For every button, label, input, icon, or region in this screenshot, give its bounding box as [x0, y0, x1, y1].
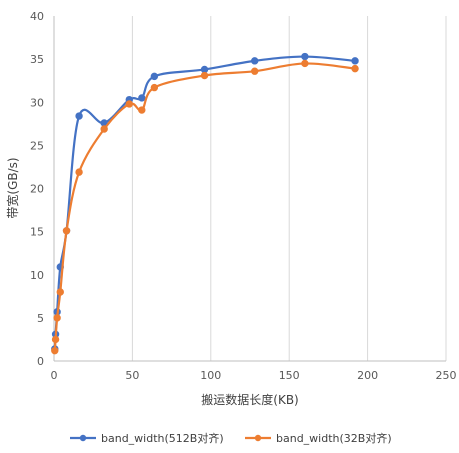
data-point: [51, 346, 59, 355]
x-tick-label: 200: [357, 369, 378, 382]
data-point: [100, 125, 108, 133]
y-axis-title: 带宽(GB/s): [5, 157, 20, 218]
y-tick-label: 10: [30, 269, 44, 282]
legend: band_width(512B对齐) band_width(32B对齐): [70, 431, 392, 445]
data-point: [56, 288, 64, 296]
legend-item: band_width(32B对齐): [245, 431, 392, 445]
data-point: [75, 168, 83, 176]
legend-marker: [79, 434, 87, 442]
data-point: [51, 335, 60, 344]
data-point: [53, 314, 61, 322]
data-point: [62, 227, 71, 235]
y-tick-label: 25: [30, 139, 44, 152]
data-point: [351, 64, 359, 73]
series-line: [53, 55, 356, 349]
data-point: [150, 72, 159, 81]
legend-item: band_width(512B对齐): [70, 431, 224, 445]
legend-label: band_width(512B对齐): [101, 431, 224, 445]
y-tick-label: 0: [37, 355, 44, 368]
data-point: [200, 71, 209, 80]
data-point: [301, 52, 309, 61]
x-axis-title: 搬运数据长度(KB): [201, 392, 298, 407]
data-point: [125, 100, 133, 108]
legend-marker: [254, 434, 262, 442]
series-line: [53, 62, 356, 351]
y-tick-label: 15: [30, 226, 44, 239]
x-tick-label: 250: [436, 369, 457, 382]
series-layer: [51, 52, 359, 355]
y-tick-label: 20: [30, 183, 44, 196]
grid-layer: [131, 16, 447, 361]
x-tick-label: 0: [51, 369, 58, 382]
series-1: [51, 52, 359, 353]
y-tick-label: 40: [30, 10, 44, 23]
legend-label: band_width(32B对齐): [276, 431, 392, 445]
data-point: [351, 57, 359, 65]
axis-layer: 0 50 100 150 200 250 0 5 10 15 20 25 30 35 40: [30, 10, 457, 382]
series-2: [51, 59, 359, 355]
x-tick-label: 150: [279, 369, 300, 382]
y-tick-label: 35: [30, 53, 44, 66]
data-point: [150, 83, 159, 92]
y-tick-label: 30: [30, 96, 44, 109]
y-tick-label: 5: [37, 312, 44, 325]
data-point: [251, 57, 259, 65]
data-point: [138, 106, 146, 114]
data-point: [200, 65, 209, 74]
data-point: [251, 67, 259, 75]
data-point: [138, 94, 146, 102]
data-point: [75, 112, 83, 120]
x-tick-label: 50: [125, 369, 139, 382]
data-point: [301, 59, 309, 68]
x-tick-label: 100: [200, 369, 221, 382]
